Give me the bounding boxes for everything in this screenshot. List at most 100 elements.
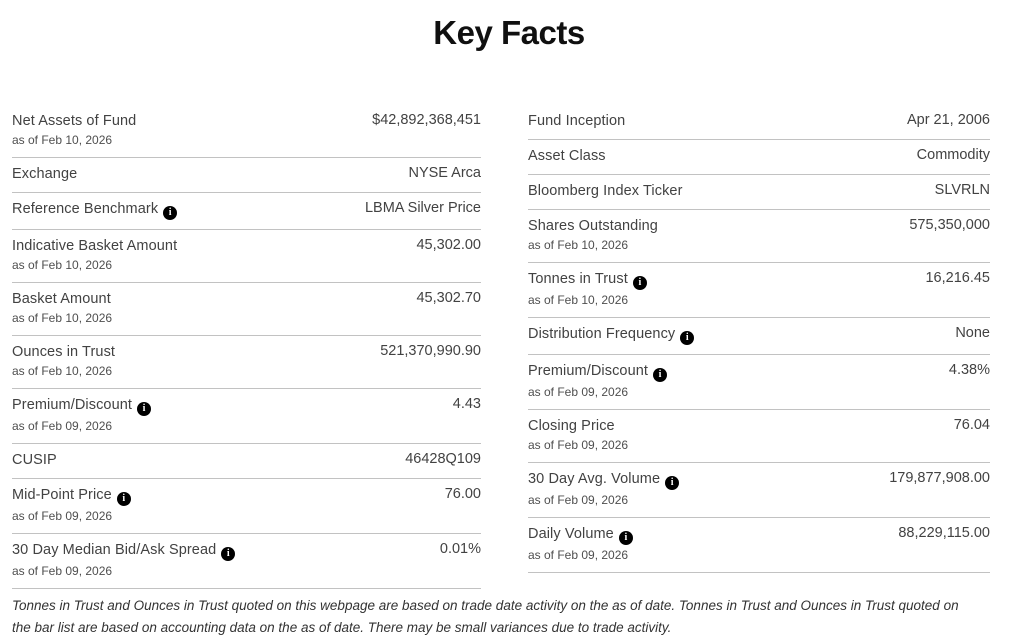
fact-row: 30 Day Median Bid/Ask Spread i as of Feb 0… <box>12 534 481 589</box>
fact-asof-date: as of Feb 10, 2026 <box>12 364 113 378</box>
fact-asof-date: as of Feb 10, 2026 <box>528 238 629 252</box>
fact-label-wrap: Asset Class <box>528 147 606 165</box>
info-icon[interactable]: i <box>163 206 178 220</box>
key-facts-table: Net Assets of Fund as of Feb 10, 2026 $42,… <box>0 105 1018 589</box>
fact-label-wrap: Reference Benchmark i <box>12 200 178 220</box>
fact-label-wrap: Net Assets of Fund as of Feb 10, 2026 <box>12 112 136 148</box>
fact-value: 16,216.45 <box>925 270 990 286</box>
fact-value: 4.38% <box>948 362 990 378</box>
fact-label-line: Ounces in Trust <box>12 343 115 361</box>
fact-row: Asset Class Commodity <box>528 140 990 175</box>
fact-label: Premium/Discount <box>528 363 649 379</box>
info-icon[interactable]: i <box>653 368 668 382</box>
fact-value: 521,370,990.90 <box>380 343 481 359</box>
fact-value: 0.01% <box>439 541 481 557</box>
fact-label: Asset Class <box>528 148 606 164</box>
page-title: Key Facts <box>433 14 585 51</box>
fact-label-wrap: Premium/Discount i as of Feb 09, 2026 <box>528 362 668 400</box>
fact-label: Basket Amount <box>12 291 111 307</box>
info-icon[interactable]: i <box>618 531 633 545</box>
fact-row: CUSIP 46428Q109 <box>12 444 481 479</box>
fact-row: Exchange NYSE Arca <box>12 158 481 193</box>
fact-row: Tonnes in Trust i as of Feb 10, 2026 16,216… <box>528 263 990 318</box>
fact-label: Tonnes in Trust <box>528 271 628 287</box>
fact-label-line: Distribution Frequency i <box>528 325 695 345</box>
fact-label-line: CUSIP <box>12 451 57 469</box>
info-icon[interactable]: i <box>680 331 695 345</box>
fact-value: 76.04 <box>953 417 990 433</box>
fact-label: Indicative Basket Amount <box>12 238 178 254</box>
fact-value: 88,229,115.00 <box>898 525 990 541</box>
fact-label-wrap: Bloomberg Index Ticker <box>528 182 683 200</box>
fact-label-line: Shares Outstanding <box>528 217 658 235</box>
info-icon[interactable]: i <box>116 492 131 506</box>
fact-label-wrap: Daily Volume i as of Feb 09, 2026 <box>528 525 633 563</box>
fact-asof-date: as of Feb 10, 2026 <box>528 293 629 307</box>
fact-label: Distribution Frequency <box>528 326 676 342</box>
fact-value: 179,877,908.00 <box>889 470 990 486</box>
fact-asof-date: as of Feb 10, 2026 <box>12 133 113 147</box>
fact-label-wrap: Fund Inception <box>528 112 625 130</box>
fact-label-line: Premium/Discount i <box>528 362 668 382</box>
fact-label-line: Closing Price <box>528 417 628 435</box>
fact-row: Net Assets of Fund as of Feb 10, 2026 $42,… <box>12 105 481 158</box>
fact-value: Apr 21, 2006 <box>906 112 990 128</box>
fact-label-wrap: Basket Amount as of Feb 10, 2026 <box>12 290 112 326</box>
fact-label: 30 Day Avg. Volume <box>528 471 661 487</box>
fact-value: $42,892,368,451 <box>372 112 481 128</box>
fact-label-line: Tonnes in Trust i <box>528 270 647 290</box>
fact-label-line: Premium/Discount i <box>12 396 152 416</box>
fact-label-wrap: Tonnes in Trust i as of Feb 10, 2026 <box>528 270 647 308</box>
fact-label-line: 30 Day Avg. Volume i <box>528 470 680 490</box>
fact-label: Ounces in Trust <box>12 344 116 360</box>
fact-row: Closing Price as of Feb 09, 2026 76.04 <box>528 410 990 463</box>
fact-label-wrap: Exchange <box>12 165 77 183</box>
fact-asof-date: as of Feb 10, 2026 <box>12 311 113 325</box>
key-facts-right-column: Fund Inception Apr 21, 2006 Asset Class Com… <box>528 105 990 589</box>
fact-row: Premium/Discount i as of Feb 09, 2026 4.43 <box>12 389 481 444</box>
fact-label-line: Bloomberg Index Ticker <box>528 182 683 200</box>
fact-value: LBMA Silver Price <box>364 200 481 216</box>
fact-label: Shares Outstanding <box>528 218 658 234</box>
fact-row: Basket Amount as of Feb 10, 2026 45,302.70 <box>12 283 481 336</box>
fact-label-line: Exchange <box>12 165 77 183</box>
fact-label-line: Asset Class <box>528 147 606 165</box>
fact-label: Bloomberg Index Ticker <box>528 183 683 199</box>
fact-label: 30 Day Median Bid/Ask Spread <box>12 542 217 558</box>
fact-label: Exchange <box>12 166 78 182</box>
info-icon[interactable]: i <box>221 547 236 561</box>
fact-value: 45,302.70 <box>416 290 481 306</box>
fact-asof-date: as of Feb 09, 2026 <box>528 493 629 507</box>
fact-asof-date: as of Feb 09, 2026 <box>12 509 113 523</box>
fact-label-line: Indicative Basket Amount <box>12 237 177 255</box>
fact-value: Commodity <box>916 147 990 163</box>
fact-value: 76.00 <box>444 486 481 502</box>
info-icon[interactable]: i <box>632 276 647 290</box>
fact-label: Daily Volume <box>528 526 614 542</box>
fact-label: CUSIP <box>12 452 57 468</box>
fact-label-wrap: Distribution Frequency i <box>528 325 695 345</box>
fact-row: Daily Volume i as of Feb 09, 2026 88,229,11… <box>528 518 990 573</box>
fact-value: None <box>955 325 990 341</box>
fact-value: 46428Q109 <box>405 451 481 467</box>
fact-label-line: Daily Volume i <box>528 525 633 545</box>
fact-row: Fund Inception Apr 21, 2006 <box>528 105 990 140</box>
fact-label-wrap: Closing Price as of Feb 09, 2026 <box>528 417 628 453</box>
fact-label: Fund Inception <box>528 113 626 129</box>
fact-row: Mid-Point Price i as of Feb 09, 2026 76.00 <box>12 479 481 534</box>
fact-label-wrap: Shares Outstanding as of Feb 10, 2026 <box>528 217 658 253</box>
footnote: Tonnes in Trust and Ounces in Trust quot… <box>12 598 959 635</box>
fact-label: Mid-Point Price <box>12 487 112 503</box>
fact-value: 4.43 <box>452 396 481 412</box>
info-icon[interactable]: i <box>665 476 680 490</box>
fact-row: Indicative Basket Amount as of Feb 10, 20… <box>12 230 481 283</box>
info-icon[interactable]: i <box>137 402 152 416</box>
fact-label-wrap: Premium/Discount i as of Feb 09, 2026 <box>12 396 152 434</box>
fact-label: Closing Price <box>528 418 615 434</box>
fact-label-line: Fund Inception <box>528 112 625 130</box>
fact-row: Reference Benchmark i LBMA Silver Price <box>12 193 481 230</box>
fact-row: Shares Outstanding as of Feb 10, 2026 575,… <box>528 210 990 263</box>
fact-row: Ounces in Trust as of Feb 10, 2026 521,370… <box>12 336 481 389</box>
fact-asof-date: as of Feb 09, 2026 <box>528 385 629 399</box>
fact-asof-date: as of Feb 09, 2026 <box>528 548 629 562</box>
